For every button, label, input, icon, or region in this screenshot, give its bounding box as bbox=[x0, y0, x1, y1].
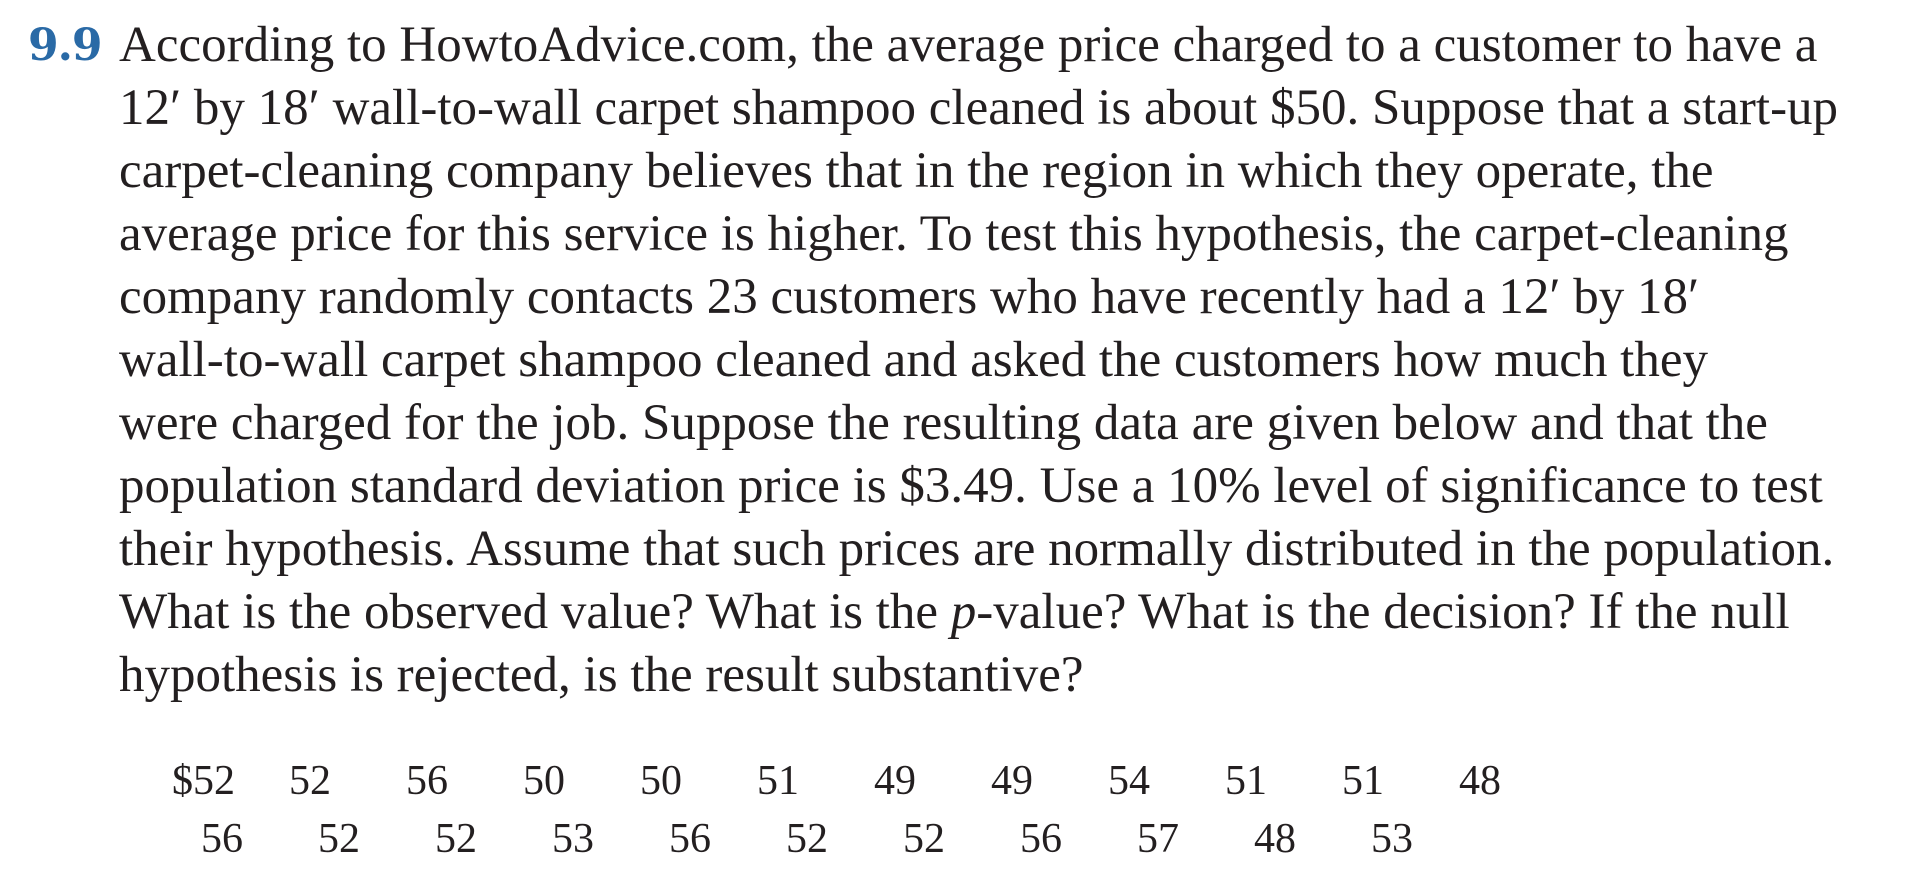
data-value: 51 bbox=[1225, 758, 1267, 804]
problem-number: 9.9 bbox=[28, 20, 103, 71]
data-value: 53 bbox=[1371, 816, 1413, 862]
data-value: 54 bbox=[1108, 758, 1150, 804]
statement-line-2: 12′ by 18′ wall-to-wall carpet shampoo c… bbox=[119, 80, 1839, 136]
statement-line-7: were charged for the job. Suppose the re… bbox=[119, 395, 1768, 451]
statement-line-5: company randomly contacts 23 customers w… bbox=[119, 269, 1700, 325]
data-value: 52 bbox=[903, 816, 945, 862]
data-value: 51 bbox=[1342, 758, 1384, 804]
data-value: 52 bbox=[786, 816, 828, 862]
statement-line-6: wall-to-wall carpet shampoo cleaned and … bbox=[119, 332, 1708, 388]
statement-line-10: What is the observed value? What is the … bbox=[119, 581, 1909, 644]
data-value: 56 bbox=[1020, 816, 1062, 862]
data-value: 56 bbox=[201, 816, 243, 862]
data-value: 51 bbox=[757, 758, 799, 804]
data-value: 52 bbox=[318, 816, 360, 862]
data-value: 52 bbox=[289, 758, 331, 804]
statement-line-3: carpet-cleaning company believes that in… bbox=[119, 143, 1714, 199]
p-value-italic: p bbox=[950, 584, 977, 640]
data-value: $52 bbox=[172, 758, 235, 804]
data-value: 49 bbox=[991, 758, 1033, 804]
statement-line-8: population standard deviation price is $… bbox=[119, 458, 1823, 514]
data-value: 56 bbox=[406, 758, 448, 804]
data-value: 57 bbox=[1137, 816, 1179, 862]
data-value: 52 bbox=[435, 816, 477, 862]
statement-line-1: According to HowtoAdvice.com, the averag… bbox=[119, 17, 1818, 73]
data-value: 48 bbox=[1459, 758, 1501, 804]
problem-statement: According to HowtoAdvice.com, the averag… bbox=[119, 14, 1909, 707]
data-value: 56 bbox=[669, 816, 711, 862]
data-value: 48 bbox=[1254, 816, 1296, 862]
statement-line-4: average price for this service is higher… bbox=[119, 206, 1789, 262]
statement-line-10-end: -value? What is the decision? If the nul… bbox=[976, 584, 1790, 640]
price-data-table: $52 52 56 50 50 51 49 49 54 51 51 48 56 … bbox=[172, 752, 1576, 868]
statement-line-9: their hypothesis. Assume that such price… bbox=[119, 521, 1835, 577]
data-row-2: 56 52 52 53 56 52 52 56 57 48 53 bbox=[172, 810, 1576, 868]
data-value: 50 bbox=[523, 758, 565, 804]
statement-line-10-start: What is the observed value? What is the bbox=[119, 584, 951, 640]
data-value: 50 bbox=[640, 758, 682, 804]
data-value: 53 bbox=[552, 816, 594, 862]
data-row-1: $52 52 56 50 50 51 49 49 54 51 51 48 bbox=[172, 752, 1576, 810]
data-value: 49 bbox=[874, 758, 916, 804]
statement-line-11: hypothesis is rejected, is the result su… bbox=[119, 647, 1084, 703]
